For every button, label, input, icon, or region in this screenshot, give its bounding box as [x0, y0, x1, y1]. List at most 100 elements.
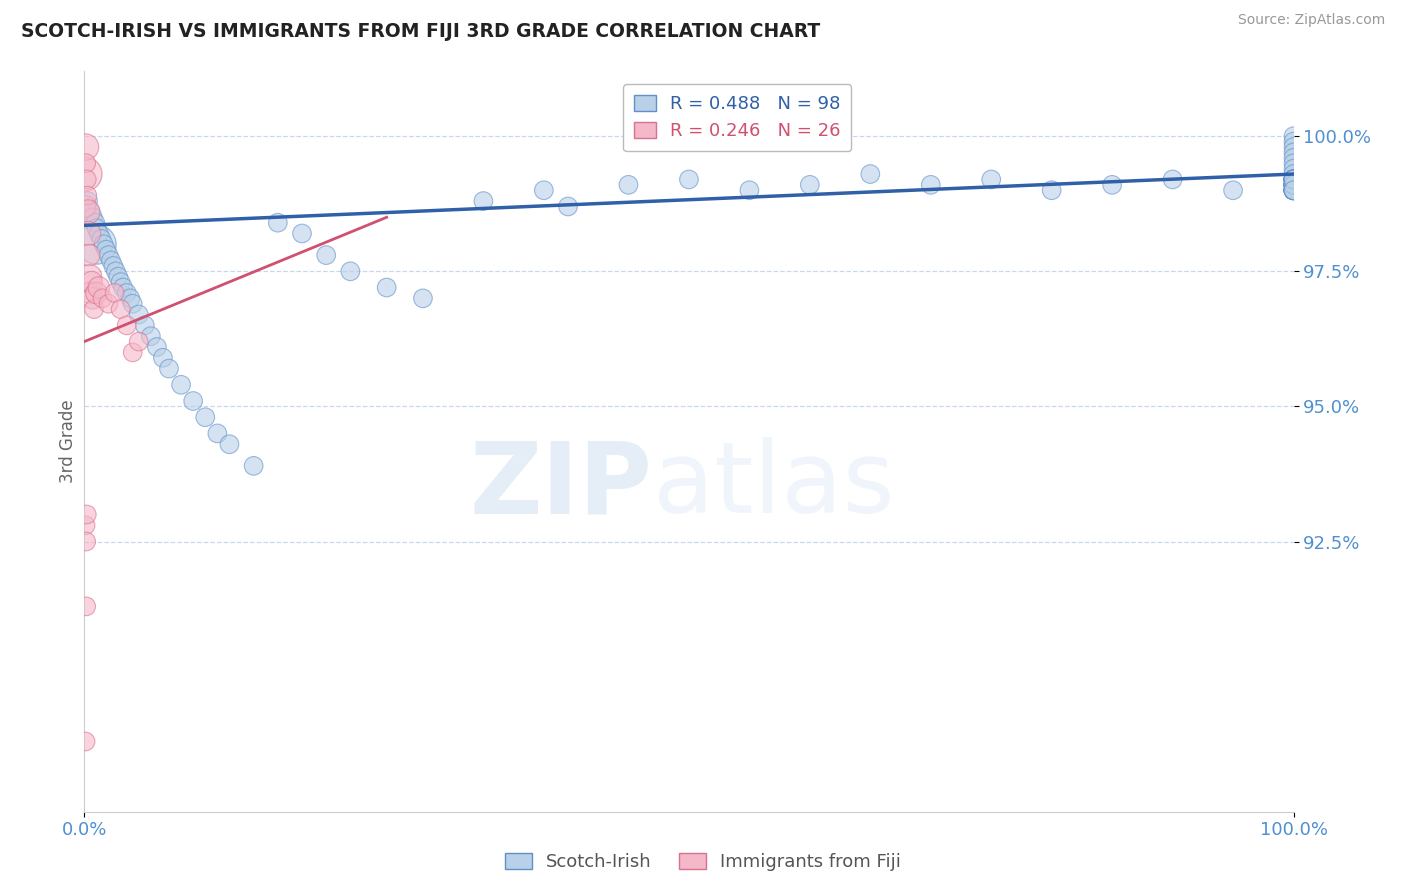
Point — [194, 410, 217, 425]
Point — [152, 351, 174, 365]
Point — [75, 518, 97, 533]
Text: SCOTCH-IRISH VS IMMIGRANTS FROM FIJI 3RD GRADE CORRELATION CHART: SCOTCH-IRISH VS IMMIGRANTS FROM FIJI 3RD… — [21, 22, 820, 41]
Point — [1282, 172, 1305, 186]
Point — [472, 194, 495, 208]
Point — [315, 248, 337, 262]
Point — [112, 280, 135, 294]
Point — [120, 291, 142, 305]
Point — [1282, 135, 1305, 149]
Point — [86, 221, 108, 235]
Point — [1282, 172, 1305, 186]
Point — [73, 199, 96, 213]
Point — [1282, 172, 1305, 186]
Point — [859, 167, 882, 181]
Point — [75, 599, 97, 614]
Point — [1282, 183, 1305, 197]
Point — [79, 205, 101, 219]
Point — [1282, 129, 1305, 144]
Text: ZIP: ZIP — [470, 437, 652, 534]
Point — [104, 264, 127, 278]
Point — [1161, 172, 1184, 186]
Point — [1282, 183, 1305, 197]
Point — [79, 269, 101, 284]
Point — [107, 269, 129, 284]
Point — [82, 291, 104, 305]
Point — [1282, 183, 1305, 197]
Point — [1282, 183, 1305, 197]
Point — [1282, 183, 1305, 197]
Point — [1282, 183, 1305, 197]
Point — [799, 178, 821, 192]
Point — [1282, 156, 1305, 170]
Point — [1282, 178, 1305, 192]
Point — [100, 253, 122, 268]
Point — [181, 394, 204, 409]
Point — [1282, 172, 1305, 186]
Point — [1222, 183, 1244, 197]
Point — [75, 140, 97, 154]
Point — [291, 227, 314, 241]
Point — [1282, 183, 1305, 197]
Point — [97, 297, 120, 311]
Point — [1282, 183, 1305, 197]
Point — [412, 291, 434, 305]
Point — [76, 508, 98, 522]
Point — [1282, 172, 1305, 186]
Point — [1282, 172, 1305, 186]
Point — [79, 285, 101, 300]
Point — [157, 361, 180, 376]
Point — [1282, 161, 1305, 176]
Point — [87, 227, 110, 241]
Point — [80, 275, 103, 289]
Point — [103, 259, 125, 273]
Point — [1282, 172, 1305, 186]
Point — [128, 334, 150, 349]
Point — [75, 534, 97, 549]
Point — [77, 227, 100, 241]
Legend: Scotch-Irish, Immigrants from Fiji: Scotch-Irish, Immigrants from Fiji — [498, 846, 908, 879]
Point — [73, 167, 96, 181]
Point — [1282, 178, 1305, 192]
Point — [115, 285, 138, 300]
Point — [557, 199, 579, 213]
Point — [115, 318, 138, 333]
Point — [1282, 145, 1305, 160]
Point — [339, 264, 361, 278]
Point — [1282, 178, 1305, 192]
Point — [1040, 183, 1063, 197]
Point — [242, 458, 264, 473]
Point — [110, 302, 132, 317]
Point — [87, 280, 110, 294]
Point — [1282, 178, 1305, 192]
Point — [678, 172, 700, 186]
Point — [1282, 178, 1305, 192]
Point — [97, 248, 120, 262]
Point — [90, 232, 112, 246]
Point — [980, 172, 1002, 186]
Legend: R = 0.488   N = 98, R = 0.246   N = 26: R = 0.488 N = 98, R = 0.246 N = 26 — [623, 84, 852, 152]
Point — [218, 437, 240, 451]
Point — [83, 302, 105, 317]
Point — [1282, 178, 1305, 192]
Point — [1282, 172, 1305, 186]
Point — [1282, 183, 1305, 197]
Point — [128, 308, 150, 322]
Point — [110, 275, 132, 289]
Point — [77, 205, 100, 219]
Point — [1282, 172, 1305, 186]
Text: atlas: atlas — [652, 437, 894, 534]
Point — [121, 345, 143, 359]
Point — [1282, 183, 1305, 197]
Point — [1282, 178, 1305, 192]
Point — [86, 285, 108, 300]
Point — [76, 188, 98, 202]
Point — [94, 243, 117, 257]
Point — [1282, 172, 1305, 186]
Point — [75, 734, 97, 748]
Point — [93, 237, 115, 252]
Text: Source: ZipAtlas.com: Source: ZipAtlas.com — [1237, 13, 1385, 28]
Point — [1282, 167, 1305, 181]
Point — [1282, 178, 1305, 192]
Point — [1282, 178, 1305, 192]
Point — [139, 329, 162, 343]
